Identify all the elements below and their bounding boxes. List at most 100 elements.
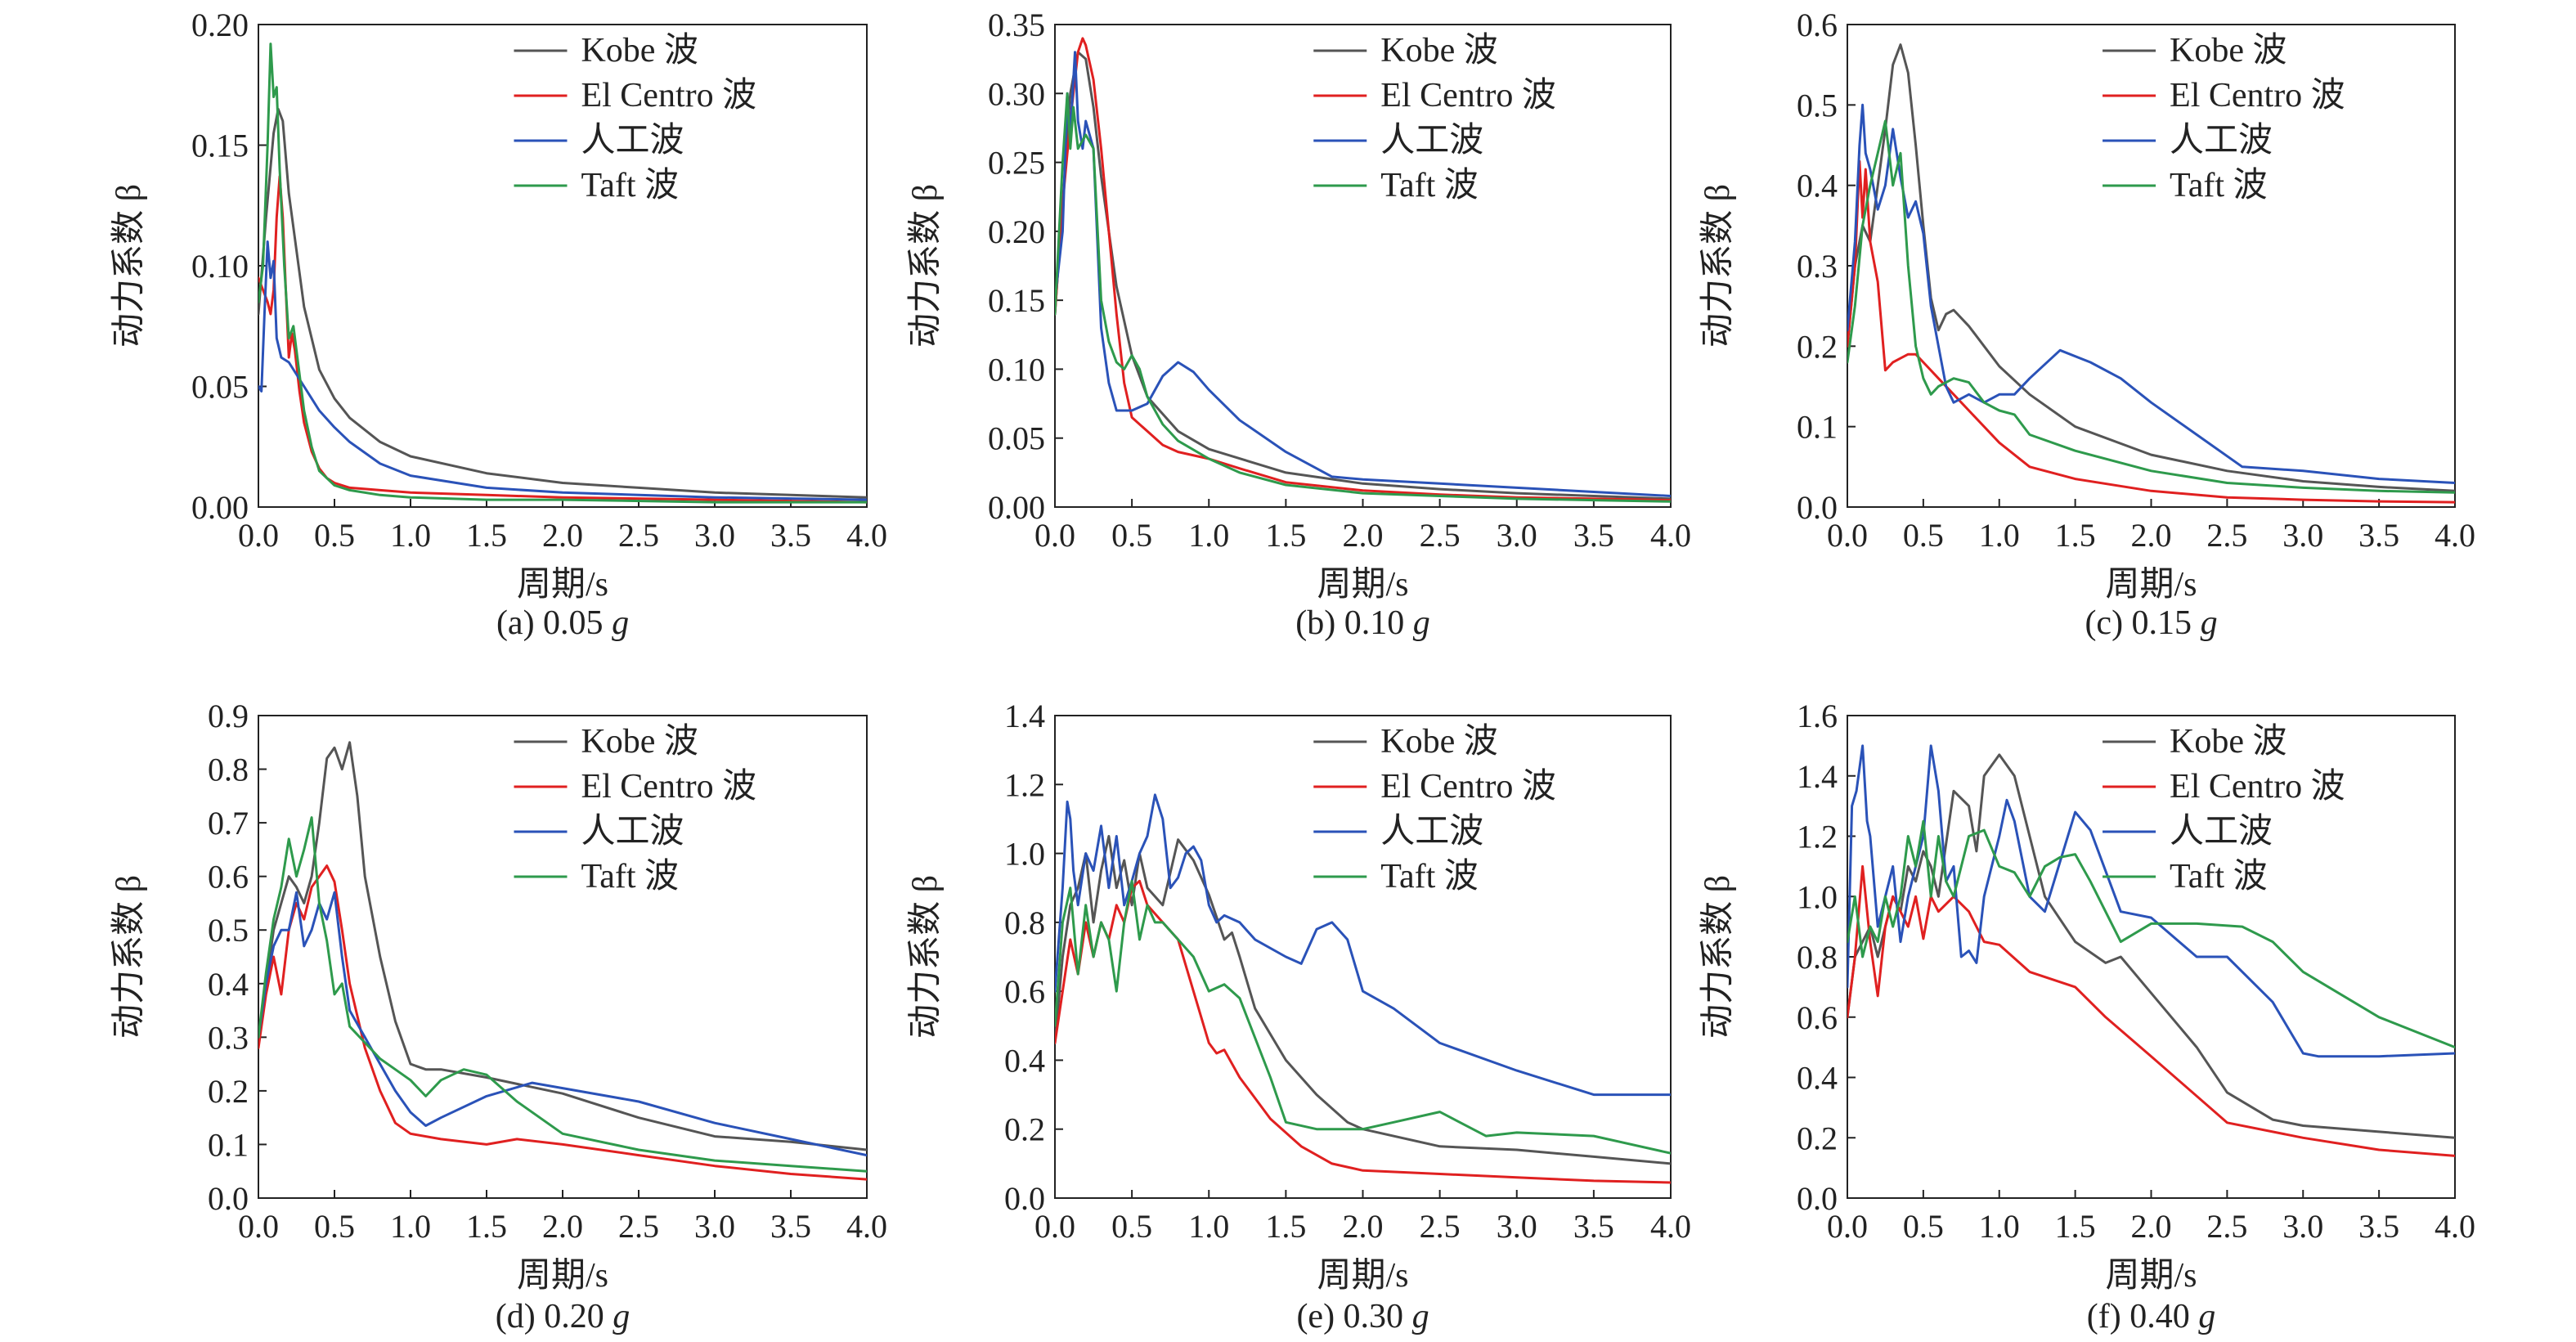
- x-axis-label: 周期/s: [517, 1257, 608, 1295]
- series-group: [1055, 37, 1671, 503]
- y-tick-label: 0.5: [1797, 87, 1838, 123]
- x-tick-label: 3.5: [2358, 1208, 2399, 1245]
- series-line-1: [1847, 43, 2455, 492]
- y-axis-label: 动力系数 β: [110, 184, 148, 348]
- legend-label: Taft 波: [581, 858, 679, 895]
- y-tick-label: 0.2: [1797, 1120, 1838, 1156]
- y-tick-label: 0.20: [191, 7, 249, 43]
- x-tick-label: 0.5: [1111, 1208, 1152, 1245]
- series-line-3: [258, 891, 867, 1157]
- x-axis-label: 周期/s: [1317, 566, 1408, 604]
- y-tick-label: 1.0: [1797, 878, 1838, 915]
- series-line-3: [1055, 51, 1671, 497]
- y-tick-label: 0.00: [988, 489, 1045, 526]
- legend-label: El Centro 波: [1380, 77, 1556, 114]
- series-group: [258, 741, 867, 1181]
- series-line-2: [258, 175, 867, 504]
- series-group: [1847, 43, 2455, 504]
- x-tick-label: 0.5: [1903, 1208, 1944, 1245]
- x-tick-label: 1.0: [1979, 1208, 2020, 1245]
- x-tick-label: 2.5: [2206, 517, 2247, 554]
- y-tick-label: 0.35: [988, 7, 1045, 43]
- y-tick-label: 0.4: [208, 966, 249, 1003]
- x-tick-label: 0.5: [314, 1208, 355, 1245]
- series-line-2: [1847, 159, 2455, 504]
- x-tick-label: 0.0: [1827, 1208, 1868, 1245]
- x-tick-label: 2.5: [1420, 517, 1461, 554]
- series-line-3: [1055, 793, 1671, 1097]
- x-tick-label: 0.0: [1034, 517, 1075, 554]
- y-tick-label: 0.25: [988, 145, 1045, 182]
- series-line-1: [258, 107, 867, 499]
- series-group: [258, 43, 867, 504]
- x-axis-label: 周期/s: [1317, 1257, 1408, 1295]
- chart-panel-2: 0.0 0.5 1.0 1.5 2.0 2.5 3.0 3.5 4.0 0.00 0.05 0.10 0…: [907, 7, 1691, 642]
- y-axis-label: 动力系数 β: [907, 184, 945, 348]
- panel-caption: (b) 0.10 g: [1295, 604, 1429, 642]
- x-tick-label: 2.0: [1343, 1208, 1384, 1245]
- series-line-4: [1847, 819, 2455, 1049]
- y-tick-label: 0.8: [1797, 939, 1838, 976]
- x-tick-label: 3.0: [2282, 1208, 2323, 1245]
- x-tick-label: 4.0: [846, 517, 887, 554]
- series-group: [1847, 744, 2455, 1157]
- series-line-4: [1847, 119, 2455, 494]
- y-tick-label: 0.10: [191, 248, 249, 285]
- x-tick-label: 4.0: [1650, 517, 1691, 554]
- y-tick-label: 0.3: [1797, 248, 1838, 285]
- y-tick-label: 0.0: [1004, 1180, 1045, 1217]
- y-tick-label: 0.8: [1004, 904, 1045, 941]
- legend-label: Taft 波: [1380, 858, 1479, 895]
- y-tick-label: 1.0: [1004, 836, 1045, 873]
- series-line-3: [1847, 103, 2455, 484]
- x-tick-label: 0.5: [1903, 517, 1944, 554]
- y-tick-label: 0.3: [208, 1019, 249, 1056]
- x-tick-label: 2.0: [2131, 517, 2172, 554]
- panel-caption: (c) 0.15 g: [2085, 604, 2217, 642]
- y-tick-label: 0.2: [1004, 1111, 1045, 1148]
- legend-label: El Centro 波: [1380, 768, 1556, 806]
- x-tick-label: 2.0: [1343, 517, 1384, 554]
- y-tick-label: 0.9: [208, 698, 249, 734]
- chart-panel-4: 0.0 0.5 1.0 1.5 2.0 2.5 3.0 3.5 4.0 0.0 0.1 0.2 0.3 0…: [110, 698, 887, 1335]
- x-tick-label: 2.0: [2131, 1208, 2172, 1245]
- x-tick-label: 1.0: [1188, 517, 1229, 554]
- y-tick-label: 0.00: [191, 489, 249, 526]
- y-tick-label: 0.1: [1797, 409, 1838, 446]
- y-tick-label: 1.4: [1004, 698, 1045, 734]
- y-axis-label: 动力系数 β: [1699, 184, 1737, 348]
- series-line-1: [258, 741, 867, 1151]
- y-tick-label: 0.15: [988, 282, 1045, 319]
- x-tick-label: 1.0: [390, 517, 431, 554]
- y-tick-label: 1.2: [1797, 819, 1838, 855]
- panel-caption: (d) 0.20 g: [496, 1298, 630, 1335]
- y-tick-label: 0.7: [208, 805, 249, 842]
- chart-panel-3: 0.0 0.5 1.0 1.5 2.0 2.5 3.0 3.5 4.0 0.0 0.1 0.2 0.3 0…: [1699, 7, 2475, 642]
- legend-label: Kobe 波: [2170, 32, 2287, 70]
- y-tick-label: 0.4: [1797, 1060, 1838, 1097]
- legend-label: 人工波: [1380, 813, 1483, 851]
- series-line-1: [1055, 835, 1671, 1165]
- x-tick-label: 0.0: [1827, 517, 1868, 554]
- legend-label: 人工波: [581, 813, 684, 851]
- legend-label: 人工波: [2170, 122, 2273, 159]
- series-line-3: [258, 240, 867, 501]
- x-tick-label: 3.5: [2358, 517, 2399, 554]
- series-group: [1055, 793, 1671, 1184]
- legend-label: Taft 波: [2170, 858, 2268, 895]
- x-tick-label: 1.0: [1188, 1208, 1229, 1245]
- x-axis-label: 周期/s: [2105, 1257, 2197, 1295]
- y-tick-label: 0.2: [208, 1073, 249, 1110]
- x-tick-label: 3.5: [1573, 1208, 1614, 1245]
- legend-label: 人工波: [581, 122, 684, 159]
- legend-label: Taft 波: [581, 167, 679, 204]
- x-tick-label: 3.0: [694, 517, 735, 554]
- y-tick-label: 0.05: [191, 369, 249, 406]
- x-tick-label: 2.5: [1420, 1208, 1461, 1245]
- series-line-2: [1055, 879, 1671, 1184]
- y-tick-label: 1.6: [1797, 698, 1838, 734]
- x-tick-label: 4.0: [846, 1208, 887, 1245]
- x-tick-label: 0.5: [1111, 517, 1152, 554]
- legend-label: Kobe 波: [1380, 32, 1497, 70]
- y-tick-label: 0.4: [1004, 1042, 1045, 1079]
